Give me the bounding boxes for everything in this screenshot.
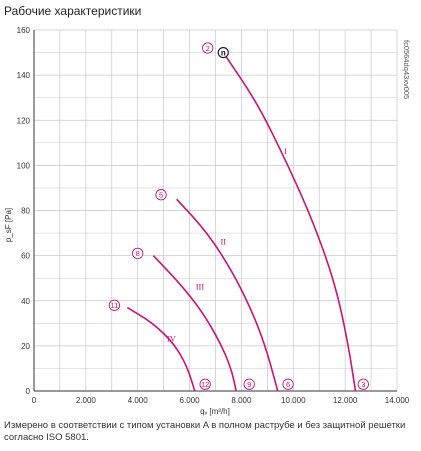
y-tick-label: 0 <box>26 387 31 396</box>
marker-label: 6 <box>286 380 290 389</box>
x-tick-label: 2.000 <box>76 396 97 405</box>
curve-ii <box>176 198 279 392</box>
x-tick-label: 6.000 <box>180 396 201 405</box>
marker-label: 2 <box>206 44 210 53</box>
marker-label: 12 <box>201 380 209 389</box>
curve-i <box>222 52 357 392</box>
marker-circle <box>243 378 255 390</box>
series-label: IV <box>167 333 177 343</box>
x-axis-label: qᵥ [m³/h] <box>200 407 230 416</box>
axes: 0 2.000 4.000 6.000 8.000 10.000 12.000 14.000 0… <box>17 26 410 405</box>
y-tick-label: 40 <box>21 297 30 306</box>
curve-markers: 2 5 8 11 3 6 9 12 n <box>108 42 369 390</box>
y-tick-label: 20 <box>21 342 30 351</box>
marker-label: 11 <box>110 301 118 310</box>
operating-point-label: n <box>221 48 226 57</box>
marker-label: 5 <box>159 190 163 199</box>
x-tick-label: 0 <box>32 396 37 405</box>
reference-code: fc0564dq43xv005 <box>402 40 411 99</box>
marker-label: 3 <box>361 380 365 389</box>
marker-label: 8 <box>136 249 140 258</box>
y-tick-label: 100 <box>17 161 31 170</box>
y-tick-label: 160 <box>17 26 31 35</box>
footnote: Измерено в соответствии с типом установк… <box>4 420 406 443</box>
x-tick-label: 12.000 <box>333 396 358 405</box>
curve-iii <box>152 255 237 392</box>
grid-lines <box>33 29 398 392</box>
operating-point <box>217 47 229 59</box>
curves <box>126 52 357 392</box>
series-label: I <box>284 146 287 156</box>
y-tick-label: 140 <box>17 71 31 80</box>
curve-iv <box>126 306 196 392</box>
marker-circle <box>108 299 121 311</box>
series-label: II <box>220 236 226 246</box>
marker-circle <box>155 189 167 201</box>
x-tick-label: 10.000 <box>281 396 306 405</box>
x-tick-label: 14.000 <box>385 396 410 405</box>
x-tick-label: 4.000 <box>128 396 149 405</box>
y-tick-label: 120 <box>17 116 31 125</box>
marker-circle <box>199 378 211 390</box>
series-label: III <box>196 281 205 291</box>
marker-circle <box>282 378 294 390</box>
marker-circle <box>132 247 144 260</box>
marker-label: 9 <box>247 380 251 389</box>
chart-title: Рабочие характеристики <box>4 4 142 18</box>
y-tick-label: 60 <box>21 252 30 261</box>
marker-circle <box>202 42 214 54</box>
marker-circle <box>357 378 369 390</box>
y-tick-label: 80 <box>21 207 30 216</box>
y-axis-label: p_sF [Pa] <box>4 208 13 242</box>
x-tick-label: 8.000 <box>231 396 252 405</box>
